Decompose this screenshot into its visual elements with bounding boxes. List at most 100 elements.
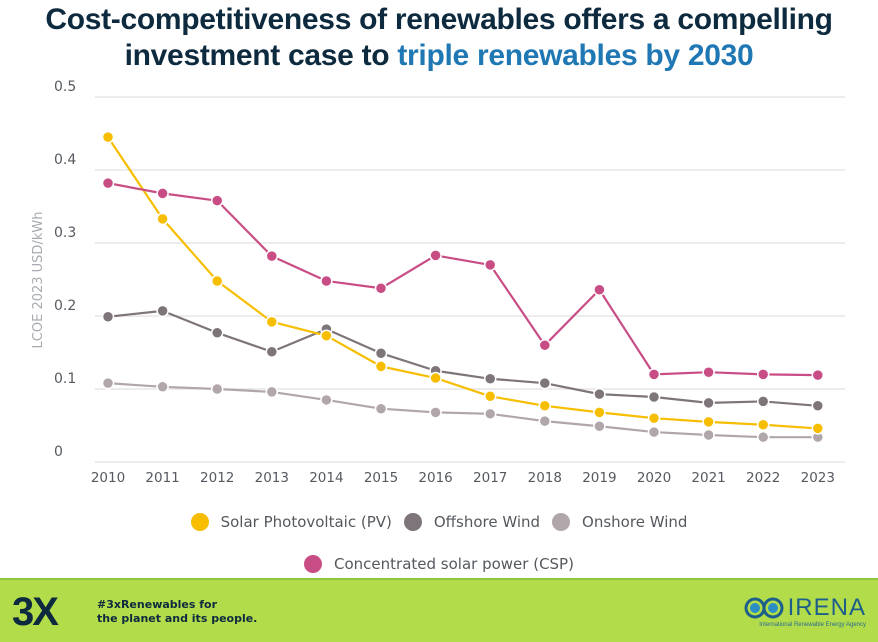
data-point[interactable] <box>593 387 606 401</box>
series-offshore-wind <box>101 304 825 413</box>
legend-row-2: Concentrated solar power (CSP) <box>0 555 878 573</box>
x-tick-label: 2019 <box>582 470 616 486</box>
data-point[interactable] <box>101 376 115 390</box>
data-point[interactable] <box>593 406 606 419</box>
data-point[interactable] <box>429 371 442 385</box>
line-chart: 00.10.20.30.40.5 2010 2011 2012 2013 2014 201… <box>31 79 845 486</box>
series-onshore-wind <box>101 376 825 444</box>
legend-swatch-offshore-wind <box>403 513 422 531</box>
y-tick-label: 0.3 <box>54 225 76 241</box>
tagline-line-2: the planet and its people. <box>97 612 258 625</box>
data-point[interactable] <box>811 422 825 435</box>
irena-full-name: International Renewable Energy Agency <box>759 622 866 628</box>
data-point[interactable] <box>702 428 715 442</box>
legend-label-offshore-wind: Offshore Wind <box>433 513 541 531</box>
data-point[interactable] <box>538 399 552 413</box>
legend-swatch-csp <box>304 555 323 573</box>
data-point[interactable] <box>210 382 224 396</box>
legend-label-onshore-wind: Onshore Wind <box>582 513 688 531</box>
title-line-1: Cost-competitiveness of renewables offer… <box>45 3 833 36</box>
y-tick-label: 0.1 <box>54 371 76 387</box>
data-point[interactable] <box>483 390 497 403</box>
data-point[interactable] <box>429 249 442 262</box>
tagline: #3xRenewables for the planet and its peo… <box>97 598 257 626</box>
series-line <box>107 136 818 430</box>
data-point[interactable] <box>593 283 606 296</box>
data-point[interactable] <box>811 368 825 382</box>
data-point[interactable] <box>538 338 552 352</box>
data-point[interactable] <box>702 365 715 379</box>
legend-label-csp: Concentrated solar power (CSP) <box>334 555 574 573</box>
data-point[interactable] <box>483 407 497 421</box>
chart-title: Cost-competitiveness of renewables offer… <box>0 2 878 74</box>
data-point[interactable] <box>374 346 388 360</box>
data-point[interactable] <box>156 212 169 226</box>
series-concentrated-solar-power-csp <box>101 176 825 382</box>
x-tick-label: 2018 <box>528 470 562 486</box>
y-tick-label: 0.2 <box>54 298 76 314</box>
title-highlight: triple renewables by 2030 <box>397 39 754 72</box>
data-point[interactable] <box>156 187 169 200</box>
x-tick-label: 2011 <box>145 470 179 486</box>
globe-infinity-icon <box>744 597 784 619</box>
legend-swatch-pv <box>190 513 209 531</box>
data-point[interactable] <box>811 399 825 413</box>
x-tick-label: 2013 <box>255 470 289 486</box>
data-point[interactable] <box>647 411 661 425</box>
data-point[interactable] <box>156 304 169 318</box>
data-point[interactable] <box>756 418 770 432</box>
data-point[interactable] <box>647 425 661 439</box>
x-tick-label: 2021 <box>691 470 725 486</box>
data-point[interactable] <box>156 380 169 394</box>
data-point[interactable] <box>265 345 279 359</box>
title-line-2: investment case to triple renewables by … <box>0 38 878 74</box>
data-point[interactable] <box>101 176 115 190</box>
series-line <box>107 382 818 439</box>
data-point[interactable] <box>756 368 770 381</box>
irena-name: IRENA <box>787 594 866 621</box>
data-point[interactable] <box>320 329 333 342</box>
data-point[interactable] <box>483 372 497 386</box>
data-point[interactable] <box>374 360 388 373</box>
legend-item-onshore-wind[interactable]: Onshore Wind <box>552 513 687 531</box>
data-point[interactable] <box>210 194 224 207</box>
data-point[interactable] <box>702 415 715 429</box>
data-point[interactable] <box>538 414 552 428</box>
y-axis-ticks: 0 0.1 0.2 0.3 0.4 0.5 <box>54 79 76 460</box>
data-point[interactable] <box>374 282 388 295</box>
data-point[interactable] <box>756 395 770 408</box>
legend-item-csp[interactable]: Concentrated solar power (CSP) <box>304 555 574 573</box>
data-point[interactable] <box>647 368 661 381</box>
data-point[interactable] <box>374 402 388 415</box>
data-point[interactable] <box>647 390 661 404</box>
x-axis-ticks: 2010 2011 2012 2013 2014 2015 2016 2017 2018 2019… <box>91 470 835 486</box>
y-tick-label: 0.5 <box>54 79 76 95</box>
y-tick-label: 0 <box>54 444 63 460</box>
data-point[interactable] <box>593 419 606 433</box>
legend-row-1: Solar Photovoltaic (PV) Offshore Wind On… <box>0 513 878 531</box>
data-point[interactable] <box>101 130 115 144</box>
data-point[interactable] <box>101 310 115 323</box>
data-point[interactable] <box>210 326 224 340</box>
tagline-line-1: #3xRenewables for <box>97 598 218 611</box>
3x-logo: 3X <box>12 590 59 634</box>
title-line-2-prefix: investment case to <box>124 39 398 72</box>
legend-item-pv[interactable]: Solar Photovoltaic (PV) <box>190 513 392 531</box>
x-tick-label: 2023 <box>801 470 835 486</box>
series-line <box>107 309 818 407</box>
legend-swatch-onshore-wind <box>552 513 571 531</box>
data-point[interactable] <box>265 385 279 399</box>
data-point[interactable] <box>265 315 279 329</box>
data-point[interactable] <box>538 376 552 390</box>
data-point[interactable] <box>320 274 333 288</box>
data-point[interactable] <box>756 430 770 444</box>
data-point[interactable] <box>210 274 224 288</box>
data-point[interactable] <box>429 406 442 419</box>
data-point[interactable] <box>320 393 333 407</box>
series-solar-photovoltaic-pv <box>101 130 825 435</box>
footer-banner: 3X #3xRenewables for the planet and its … <box>0 578 878 642</box>
legend-item-offshore-wind[interactable]: Offshore Wind <box>403 513 541 531</box>
data-point[interactable] <box>702 396 715 410</box>
data-point[interactable] <box>483 258 497 272</box>
data-point[interactable] <box>265 249 279 263</box>
